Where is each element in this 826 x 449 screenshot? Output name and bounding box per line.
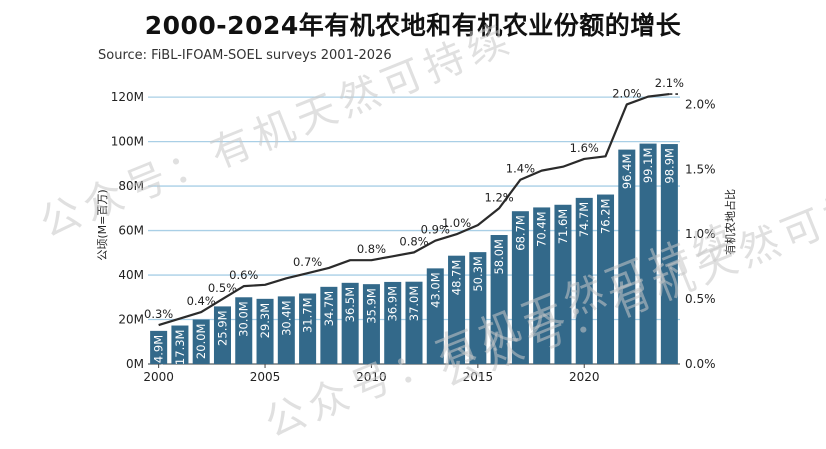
x-tick-label: 2005 <box>250 370 281 384</box>
share-label: 0.7% <box>293 255 322 269</box>
bar <box>320 286 338 364</box>
y-axis-title: 公顷(M=百万) <box>96 189 109 260</box>
bar <box>597 194 615 364</box>
share-label: 0.5% <box>208 281 237 295</box>
share-label: 1.4% <box>506 162 535 176</box>
bar-value-label: 25.9M <box>215 310 229 346</box>
bar-value-label: 98.9M <box>662 148 676 184</box>
x-tick-label: 2000 <box>143 370 174 384</box>
bar <box>362 284 380 364</box>
bar <box>575 197 593 364</box>
bar <box>405 281 423 364</box>
bar-value-label: 68.7M <box>513 215 527 251</box>
bar <box>277 296 295 364</box>
y2-tick-label: 0.5% <box>685 292 716 306</box>
bar-value-label: 76.2M <box>599 199 613 235</box>
share-label: 0.8% <box>399 234 428 248</box>
bar <box>256 298 274 364</box>
bar-value-label: 50.3M <box>471 256 485 292</box>
bar-value-label: 43.0M <box>428 272 442 308</box>
x-tick-label: 2015 <box>463 370 494 384</box>
x-tick-label: 2010 <box>356 370 387 384</box>
bar <box>448 255 466 364</box>
share-label: 1.2% <box>485 190 514 204</box>
bar-value-label: 96.4M <box>620 154 634 190</box>
share-label: 0.6% <box>229 268 258 282</box>
bar <box>299 293 317 364</box>
chart-title: 2000-2024年有机农地和有机农业份额的增长 <box>144 11 682 40</box>
bar-value-label: 71.6M <box>556 209 570 245</box>
bar-value-label: 34.7M <box>322 291 336 327</box>
bar-value-label: 30.4M <box>279 300 293 336</box>
bar-value-label: 30.0M <box>237 301 251 337</box>
bar-value-label: 36.9M <box>386 286 400 322</box>
share-label: 0.8% <box>357 242 386 256</box>
bar <box>150 330 168 364</box>
bar <box>533 207 551 364</box>
bar-value-label: 20.0M <box>194 324 208 360</box>
y-tick-label: 0M <box>126 357 144 371</box>
bar-value-label: 29.3M <box>258 303 272 339</box>
bar <box>213 306 231 364</box>
y-tick-label: 80M <box>118 179 144 193</box>
chart-svg: 0M 20M 40M 60M 80M 100M 120M 0.0% 0.5% 1.0% 1.5% 2.… <box>96 76 737 384</box>
bar <box>490 235 508 364</box>
bar <box>618 149 636 364</box>
share-label: 1.0% <box>442 216 471 230</box>
bar <box>235 297 253 364</box>
bar-value-label: 58.0M <box>492 239 506 275</box>
bar <box>511 211 529 364</box>
bar-value-label: 74.7M <box>577 202 591 238</box>
bar <box>426 268 444 364</box>
bar <box>192 319 210 364</box>
share-label: 0.9% <box>421 223 450 237</box>
share-label: 0.4% <box>187 294 216 308</box>
bar <box>554 204 572 364</box>
bar-value-label: 31.7M <box>301 297 315 333</box>
y-tick-label: 120M <box>111 90 144 104</box>
bar-value-label: 48.7M <box>450 260 464 296</box>
y2-tick-label: 1.5% <box>685 162 716 176</box>
share-line <box>158 92 670 327</box>
bar-value-label: 14.9M <box>152 335 166 371</box>
y-tick-label: 40M <box>118 268 144 282</box>
bar-value-label: 36.5M <box>343 287 357 323</box>
bar <box>639 143 657 364</box>
bar-value-label: 35.9M <box>364 288 378 324</box>
bar <box>660 144 678 364</box>
y2-axis-title: 有机农地占比 <box>723 189 737 255</box>
bar <box>469 252 487 364</box>
x-tick-label: 2020 <box>569 370 600 384</box>
share-label: 0.3% <box>144 307 173 321</box>
y-tick-label: 60M <box>118 224 144 238</box>
bar-value-label: 17.3M <box>173 330 187 366</box>
share-label: 2.1% <box>655 76 684 90</box>
bar <box>384 281 402 364</box>
share-label: 1.6% <box>570 141 599 155</box>
y2-tick-label: 2.0% <box>685 97 716 111</box>
y2-tick-label: 0.0% <box>685 357 716 371</box>
bar <box>341 282 359 364</box>
bar-value-label: 70.4M <box>535 211 549 247</box>
bar-value-label: 37.0M <box>407 286 421 322</box>
bar-value-label: 99.1M <box>641 148 655 184</box>
chart-source: Source: FiBL-IFOAM-SOEL surveys 2001-202… <box>98 48 392 63</box>
y2-tick-label: 1.0% <box>685 227 716 241</box>
share-label: 2.0% <box>612 86 641 100</box>
bar <box>171 325 189 364</box>
y-tick-label: 100M <box>111 135 144 149</box>
y-tick-label: 20M <box>118 313 144 327</box>
